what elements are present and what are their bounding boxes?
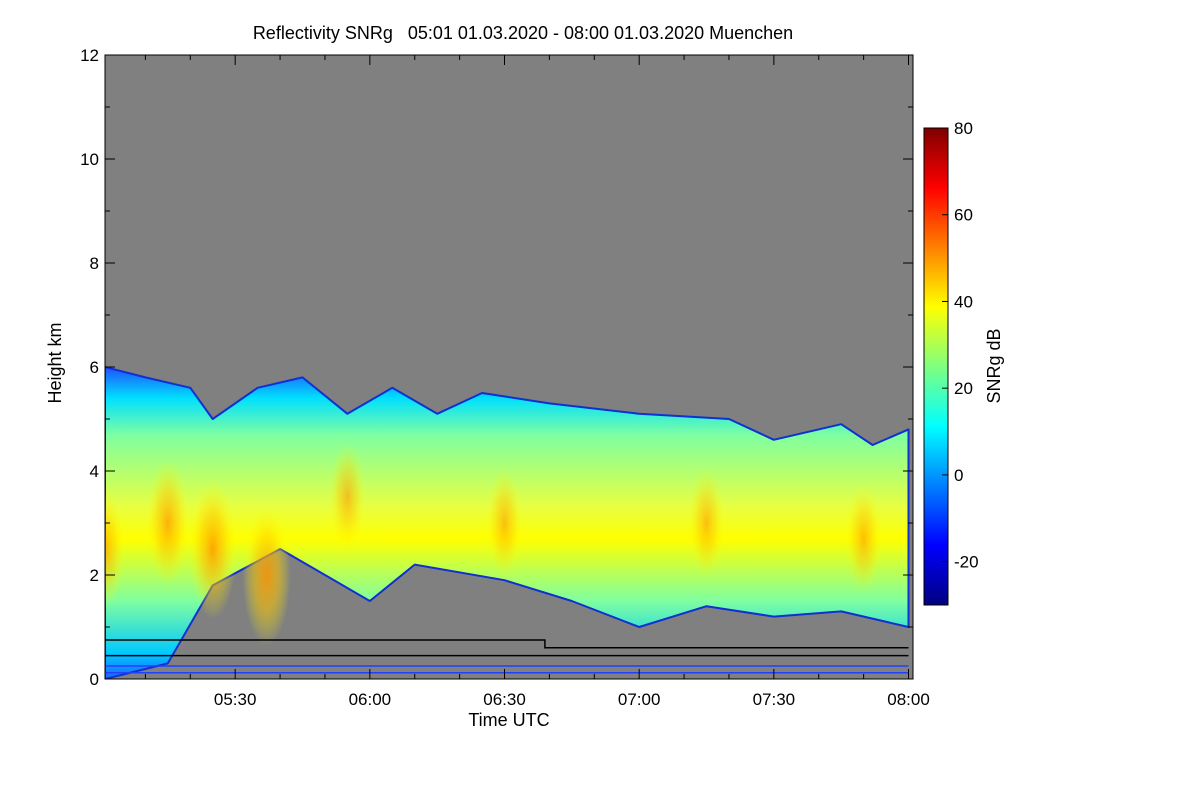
x-axis-title: Time UTC (468, 710, 549, 730)
reflectivity-core (146, 459, 190, 587)
y-tick-label: 12 (80, 46, 99, 65)
colorbar-scale (923, 127, 949, 606)
x-tick-label: 06:30 (483, 690, 526, 709)
reflectivity-core (688, 468, 725, 578)
colorbar-tick-label: 20 (954, 379, 973, 398)
chart-title: Reflectivity SNRg 05:01 01.03.2020 - 08:… (253, 23, 793, 43)
colorbar-ticks: -20 0 20 40 60 80 (942, 119, 979, 572)
colorbar: -20 0 20 40 60 80 SNRg dB (923, 119, 1004, 606)
colorbar-tick-label: 80 (954, 119, 973, 138)
y-tick-label: 4 (90, 462, 99, 481)
y-tick-label: 6 (90, 358, 99, 377)
reflectivity-core (486, 468, 523, 578)
y-tick-label: 10 (80, 150, 99, 169)
x-axis: 05:30 06:00 06:30 07:00 07:30 08:00 (144, 55, 930, 709)
colorbar-tick-label: -20 (954, 553, 979, 572)
reflectivity-core (188, 479, 237, 619)
y-tick-label: 8 (90, 254, 99, 273)
x-tick-label: 08:00 (887, 690, 930, 709)
x-tick-label: 07:30 (753, 690, 796, 709)
x-tick-label: 07:00 (618, 690, 661, 709)
reflectivity-core (845, 483, 882, 594)
reflectivity-core (105, 489, 125, 609)
reference-line (105, 639, 909, 649)
colorbar-tick-label: 40 (954, 292, 973, 311)
x-tick-label: 05:30 (214, 690, 257, 709)
reflectivity-core (242, 505, 291, 645)
x-tick-label: 06:00 (349, 690, 392, 709)
plot-area (105, 366, 910, 679)
y-axis-title: Height km (45, 322, 65, 403)
reflectivity-core (329, 442, 366, 552)
colorbar-tick-label: 60 (954, 206, 973, 225)
colorbar-title: SNRg dB (984, 328, 1004, 403)
y-axis: 0 2 4 6 8 10 12 (80, 46, 913, 689)
y-tick-label: 2 (90, 566, 99, 585)
colorbar-tick-label: 0 (954, 466, 963, 485)
y-tick-label: 0 (90, 670, 99, 689)
